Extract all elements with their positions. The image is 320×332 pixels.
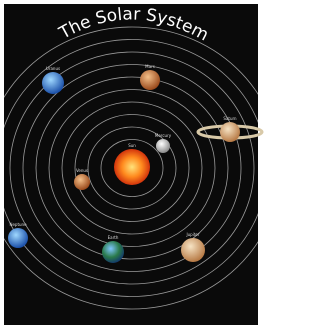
planet (102, 241, 124, 263)
body-label: Earth (108, 235, 119, 240)
sun (114, 149, 150, 185)
body-label: Mars (145, 64, 155, 69)
body-label: Uranus (46, 66, 60, 71)
planet (140, 70, 160, 90)
planet (156, 139, 170, 153)
body-label: Neptune (9, 222, 27, 227)
planet (181, 238, 205, 262)
body-label: Venus (76, 168, 88, 173)
planet (8, 228, 28, 248)
solar-system-illustration: The Solar System SunMercuryVenusEarthMar… (0, 0, 264, 332)
body-label: Mercury (155, 133, 172, 138)
planet (74, 174, 90, 190)
planet (220, 122, 240, 142)
planet (42, 72, 64, 94)
body-label: Sun (128, 143, 136, 148)
body-label: Jupiter (185, 232, 199, 237)
body-label: Saturn (223, 116, 237, 121)
